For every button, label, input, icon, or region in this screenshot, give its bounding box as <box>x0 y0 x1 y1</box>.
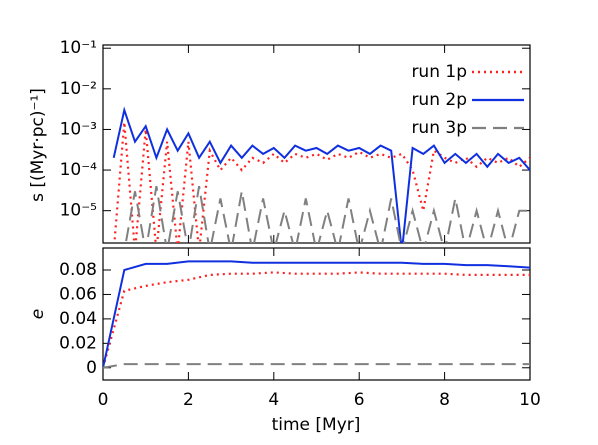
y-tick-label: 0.04 <box>59 309 97 329</box>
series-line <box>103 271 530 369</box>
y-tick-label: 10⁻² <box>60 79 97 99</box>
y-tick-label: 0.06 <box>59 284 97 304</box>
y-tick-label: 10⁻⁵ <box>60 201 97 221</box>
series-line <box>103 363 530 369</box>
series-line <box>113 122 530 243</box>
y-tick-label: 0.08 <box>59 260 97 280</box>
x-tick-label: 2 <box>183 390 194 410</box>
y-tick-label: 0.02 <box>59 333 97 353</box>
plot-area <box>112 106 530 243</box>
series-line <box>103 260 530 369</box>
top-panel-frame <box>102 44 531 244</box>
series-line <box>124 186 530 243</box>
y-tick-label: 10⁻³ <box>60 119 97 139</box>
x-axis-label: time [Myr] <box>272 415 361 435</box>
x-tick-label: 10 <box>519 390 541 410</box>
x-tick-label: 6 <box>354 390 365 410</box>
plot-area <box>103 260 530 369</box>
legend-label: run 3p <box>411 118 467 138</box>
y-tick-label: 10⁻⁴ <box>60 160 98 180</box>
x-tick-label: 0 <box>98 390 109 410</box>
y-tick-label: 10⁻¹ <box>60 38 97 58</box>
legend-label: run 2p <box>411 90 467 110</box>
bottom-panel-frame <box>102 247 531 381</box>
x-tick-label: 4 <box>268 390 279 410</box>
legend-label: run 1p <box>411 62 467 82</box>
y-axis-label: s [(Myr·pc)⁻¹] <box>28 88 48 202</box>
x-tick-label: 8 <box>439 390 450 410</box>
y-tick-label: 0 <box>86 358 97 378</box>
y-axis-label: e <box>28 309 48 319</box>
series-line <box>112 106 530 243</box>
